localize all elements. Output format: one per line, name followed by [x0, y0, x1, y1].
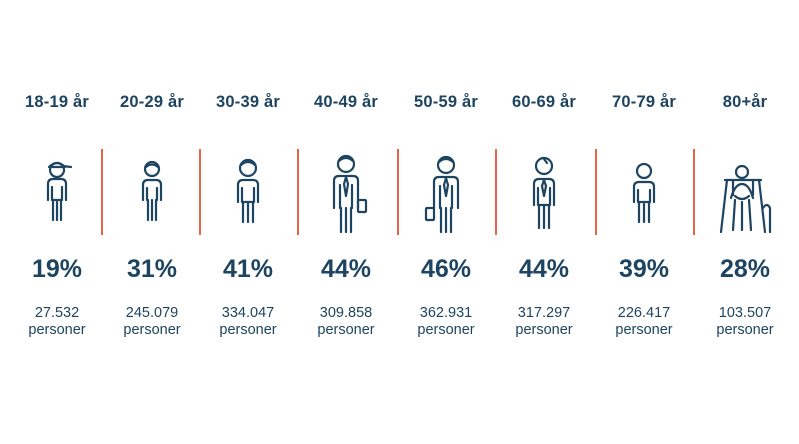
age-group-60-69: 60-69 år 44% 317.297 personer — [495, 0, 593, 444]
count-value: 226.417 — [617, 305, 671, 321]
person-count: 317.297 personer — [495, 305, 593, 339]
count-unit: personer — [716, 322, 774, 338]
column-divider — [297, 149, 299, 235]
count-value: 362.931 — [419, 305, 473, 321]
age-group-30-39: 30-39 år 41% 334.047 personer — [199, 0, 297, 444]
column-divider — [199, 149, 201, 235]
column-divider — [101, 149, 103, 235]
age-group-70-79: 70-79 år 39% 226.417 personer — [595, 0, 693, 444]
count-value: 27.532 — [34, 305, 80, 321]
count-value: 334.047 — [221, 305, 275, 321]
age-label: 40-49 år — [314, 93, 378, 111]
age-group-50-59: 50-59 år 46% 362.931 personer — [397, 0, 495, 444]
percentage-value: 44% — [518, 255, 570, 283]
young-adult-icon — [122, 150, 182, 240]
age-label: 18-19 år — [25, 93, 89, 111]
percentage-value: 28% — [719, 255, 771, 283]
age-label: 70-79 år — [612, 93, 676, 111]
person-count: 27.532 personer — [8, 305, 106, 339]
count-unit: personer — [317, 322, 375, 338]
age-label: 20-29 år — [120, 93, 184, 111]
count-unit: personer — [123, 322, 181, 338]
age-group-80-plus: 80+år 28% 103.507 personer — [696, 0, 794, 444]
age-label: 30-39 år — [216, 93, 280, 111]
senior-tie-icon — [514, 150, 574, 240]
youth-cap-icon — [27, 150, 87, 240]
elderly-walker-icon — [715, 150, 775, 240]
person-count: 309.858 personer — [297, 305, 395, 339]
count-value: 245.079 — [125, 305, 179, 321]
count-value: 309.858 — [319, 305, 373, 321]
percentage-value: 19% — [31, 255, 83, 283]
count-value: 317.297 — [517, 305, 571, 321]
person-count: 226.417 personer — [595, 305, 693, 339]
count-unit: personer — [417, 322, 475, 338]
person-count: 245.079 personer — [103, 305, 201, 339]
adult-icon — [218, 150, 278, 240]
percentage-value: 31% — [126, 255, 178, 283]
count-value: 103.507 — [718, 305, 772, 321]
age-group-18-19: 18-19 år 19% 27.532 personer — [8, 0, 106, 444]
person-count: 103.507 personer — [696, 305, 794, 339]
column-divider — [595, 149, 597, 235]
percentage-value: 46% — [420, 255, 472, 283]
percentage-value: 39% — [618, 255, 670, 283]
businessman-briefcase-icon — [416, 150, 476, 240]
percentage-value: 44% — [320, 255, 372, 283]
column-divider — [397, 149, 399, 235]
count-unit: personer — [515, 322, 573, 338]
age-group-40-49: 40-49 år 44% 309.858 personer — [297, 0, 395, 444]
age-label: 50-59 år — [414, 93, 478, 111]
column-divider — [495, 149, 497, 235]
age-label: 80+år — [722, 93, 768, 111]
count-unit: personer — [28, 322, 86, 338]
age-label: 60-69 år — [512, 93, 576, 111]
age-group-20-29: 20-29 år 31% 245.079 personer — [103, 0, 201, 444]
count-unit: personer — [615, 322, 673, 338]
column-divider — [693, 149, 695, 235]
businessman-briefcase-icon — [316, 150, 376, 240]
elderly-person-icon — [614, 150, 674, 240]
person-count: 334.047 personer — [199, 305, 297, 339]
count-unit: personer — [219, 322, 277, 338]
percentage-value: 41% — [222, 255, 274, 283]
person-count: 362.931 personer — [397, 305, 495, 339]
